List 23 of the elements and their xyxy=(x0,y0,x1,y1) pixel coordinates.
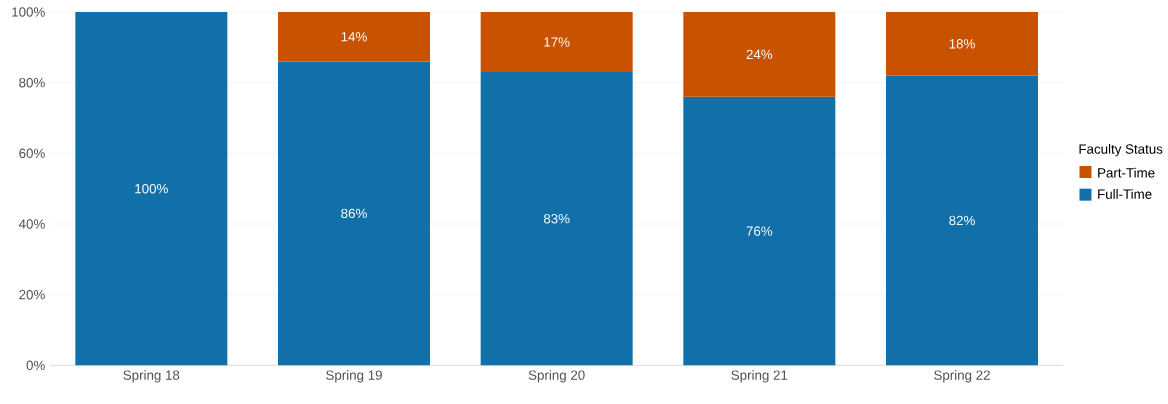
y-tick-label: 40% xyxy=(18,219,45,229)
data-label: 82% xyxy=(949,215,975,226)
y-tick-label: 20% xyxy=(19,289,45,300)
x-tick-label: Spring 18 xyxy=(123,370,180,383)
y-tick-label: 100% xyxy=(12,7,45,17)
x-tick-label: Spring 20 xyxy=(528,370,585,383)
y-tick-label: 0% xyxy=(26,360,45,371)
data-label: 18% xyxy=(949,39,975,49)
y-tick-label: 60% xyxy=(19,148,45,159)
legend-label: Full-Time xyxy=(1098,189,1152,199)
legend-label: Part-Time xyxy=(1098,167,1155,178)
data-label: 83% xyxy=(543,213,570,224)
x-tick-label: Spring 19 xyxy=(326,370,382,383)
data-label: 14% xyxy=(341,32,367,42)
data-label: 100% xyxy=(135,183,168,194)
data-label: 86% xyxy=(341,208,367,219)
data-label: 17% xyxy=(544,37,570,47)
legend-title: Faculty Status xyxy=(1079,143,1163,157)
x-tick-label: Spring 21 xyxy=(731,370,788,383)
x-tick-label: Spring 22 xyxy=(934,370,990,383)
y-tick-label: 80% xyxy=(19,77,45,88)
data-label: 24% xyxy=(746,49,773,60)
data-label: 76% xyxy=(746,226,773,236)
